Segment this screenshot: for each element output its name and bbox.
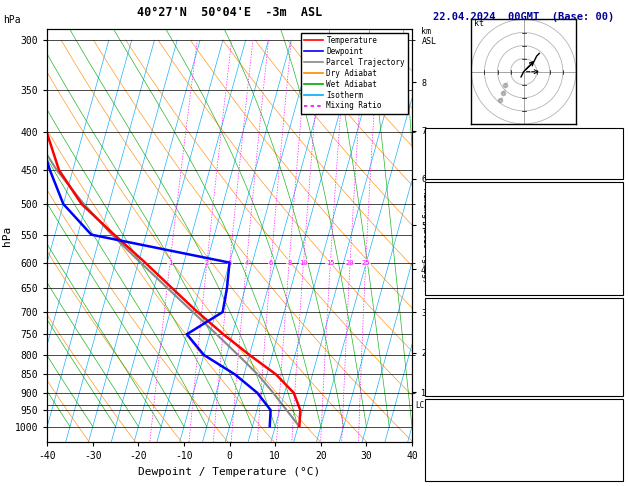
Text: kt: kt — [474, 19, 484, 28]
Text: 750: 750 — [601, 318, 619, 328]
Text: 10: 10 — [299, 260, 308, 265]
Text: LCL: LCL — [416, 400, 430, 410]
Text: hPa: hPa — [3, 15, 21, 25]
Text: 15.3: 15.3 — [596, 202, 619, 211]
Text: CIN (J): CIN (J) — [430, 279, 470, 289]
Text: 8.8: 8.8 — [601, 217, 619, 227]
Legend: Temperature, Dewpoint, Parcel Trajectory, Dry Adiabat, Wet Adiabat, Isotherm, Mi: Temperature, Dewpoint, Parcel Trajectory… — [301, 33, 408, 114]
Text: 5: 5 — [613, 465, 619, 475]
X-axis label: Dewpoint / Temperature (°C): Dewpoint / Temperature (°C) — [138, 467, 321, 477]
Text: 0: 0 — [613, 279, 619, 289]
Text: 0: 0 — [613, 364, 619, 374]
Text: km
ASL: km ASL — [421, 27, 437, 46]
Text: 9: 9 — [613, 248, 619, 258]
Text: 6: 6 — [269, 260, 273, 265]
Text: PW (cm): PW (cm) — [430, 163, 470, 173]
Text: CIN (J): CIN (J) — [430, 380, 470, 390]
Text: SREH: SREH — [430, 434, 453, 444]
Text: 19: 19 — [607, 132, 619, 142]
Text: EH: EH — [430, 418, 442, 428]
Text: Hodograph: Hodograph — [497, 403, 550, 413]
Text: 40: 40 — [607, 148, 619, 157]
Text: 331°: 331° — [596, 450, 619, 459]
Text: Lifted Index: Lifted Index — [430, 349, 500, 359]
Text: © weatheronline.co.uk: © weatheronline.co.uk — [467, 469, 580, 479]
Text: 17: 17 — [607, 434, 619, 444]
Text: 25: 25 — [362, 260, 370, 265]
Text: Dewp (°C): Dewp (°C) — [430, 217, 482, 227]
Text: 4: 4 — [613, 349, 619, 359]
Text: 22.04.2024  00GMT  (Base: 00): 22.04.2024 00GMT (Base: 00) — [433, 12, 615, 22]
Text: 1.66: 1.66 — [596, 163, 619, 173]
Text: 3: 3 — [228, 260, 232, 265]
Text: StmDir: StmDir — [430, 450, 465, 459]
Text: 4: 4 — [245, 260, 248, 265]
Text: Most Unstable: Most Unstable — [486, 302, 562, 312]
Text: StmSpd (kt): StmSpd (kt) — [430, 465, 494, 475]
Text: 1: 1 — [168, 260, 172, 265]
Text: Pressure (mb): Pressure (mb) — [430, 318, 506, 328]
Text: K: K — [430, 132, 435, 142]
Text: 0: 0 — [613, 380, 619, 390]
Text: 315: 315 — [601, 333, 619, 343]
Text: 40°27'N  50°04'E  -3m  ASL: 40°27'N 50°04'E -3m ASL — [137, 6, 322, 19]
Text: 15: 15 — [607, 418, 619, 428]
Text: CAPE (J): CAPE (J) — [430, 364, 477, 374]
Text: 0: 0 — [613, 264, 619, 274]
Text: 307: 307 — [601, 233, 619, 243]
Text: CAPE (J): CAPE (J) — [430, 264, 477, 274]
Text: θₑ(K): θₑ(K) — [430, 233, 459, 243]
Text: Surface: Surface — [503, 186, 544, 196]
Text: Lifted Index: Lifted Index — [430, 248, 500, 258]
Text: Mixing Ratio (g/kg): Mixing Ratio (g/kg) — [421, 188, 430, 283]
Text: Temp (°C): Temp (°C) — [430, 202, 482, 211]
Text: Totals Totals: Totals Totals — [430, 148, 506, 157]
Text: 8: 8 — [287, 260, 291, 265]
Y-axis label: hPa: hPa — [2, 226, 12, 246]
Text: 15: 15 — [326, 260, 335, 265]
Text: 20: 20 — [346, 260, 354, 265]
Text: θₑ (K): θₑ (K) — [430, 333, 465, 343]
Text: 2: 2 — [205, 260, 209, 265]
